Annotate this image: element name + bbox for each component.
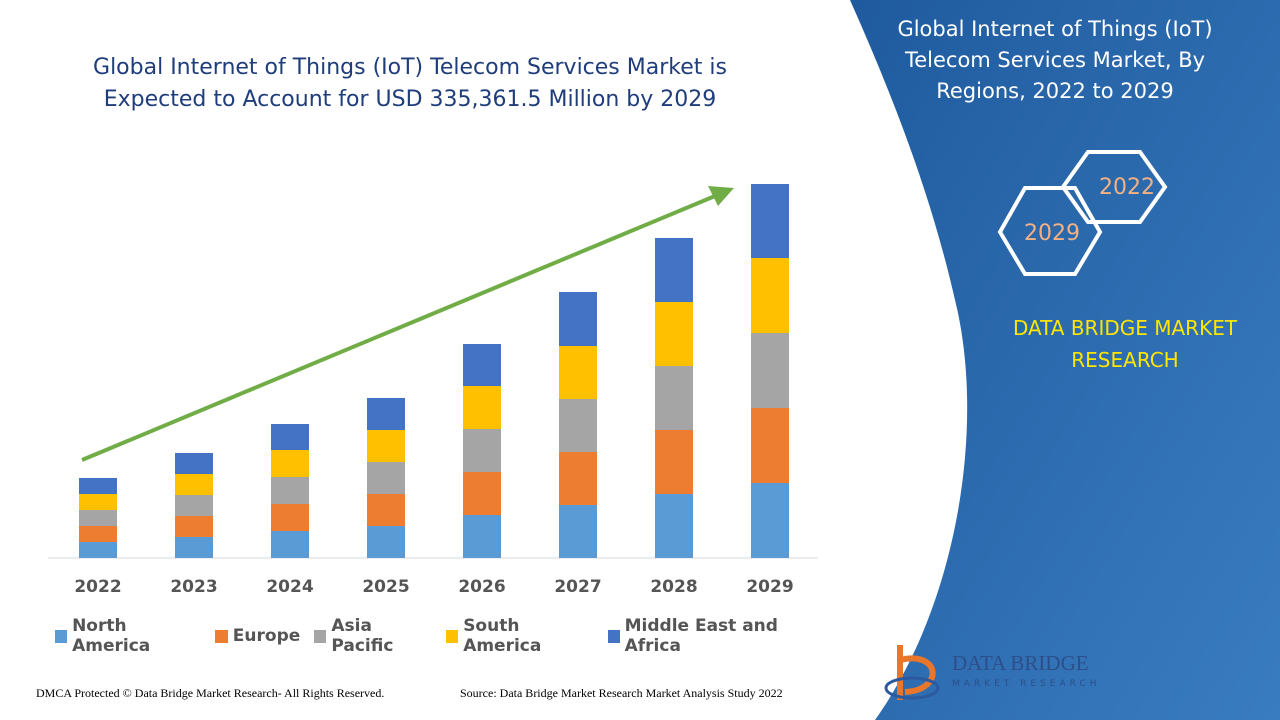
copyright: DMCA Protected © Data Bridge Market Rese… <box>36 686 385 700</box>
bar-segment <box>367 494 405 526</box>
panel-title: Global Internet of Things (IoT) Telecom … <box>897 17 1213 103</box>
bar-segment <box>463 472 501 515</box>
bar-segment <box>751 408 789 483</box>
x-tick-label: 2024 <box>266 577 313 597</box>
legend-swatch <box>607 629 620 643</box>
bar-segment <box>463 515 501 558</box>
bar-segment <box>655 302 693 366</box>
bar-segment <box>79 510 117 526</box>
logo-name: DATA BRIDGE <box>952 651 1089 675</box>
trend-arrowhead <box>708 186 734 206</box>
bar-segment <box>751 184 789 258</box>
bar-segment <box>751 258 789 333</box>
bar-segment <box>367 462 405 494</box>
bar-segment <box>367 430 405 462</box>
bar-segment <box>559 292 597 346</box>
bar-segment <box>751 333 789 408</box>
legend-label: South America <box>463 616 542 656</box>
bar-segment <box>559 346 597 399</box>
bar-segment <box>271 450 309 477</box>
logo-mark <box>884 676 940 700</box>
legend-swatch <box>314 629 327 643</box>
legend-swatch <box>214 629 228 643</box>
hex-label: 2029 <box>1024 221 1080 246</box>
bar-segment <box>751 483 789 558</box>
bar-segment <box>559 505 597 558</box>
legend: North America Europe Asia Pacific South Ame… <box>55 616 825 656</box>
x-tick-label: 2028 <box>650 577 697 597</box>
bar-segment <box>79 478 117 494</box>
x-tick-label: 2023 <box>170 577 217 597</box>
bar-segment <box>367 398 405 430</box>
bar-segment <box>367 526 405 558</box>
legend-item: Asia Pacific <box>314 616 432 656</box>
bar-segment <box>655 366 693 430</box>
chart-title: Global Internet of Things (IoT) Telecom … <box>93 55 727 112</box>
x-tick-label: 2022 <box>74 577 121 597</box>
bar-segment <box>79 542 117 558</box>
legend-swatch <box>446 629 459 643</box>
bar-segment <box>175 516 213 537</box>
hex-label: 2022 <box>1099 175 1155 200</box>
bar-segment <box>559 399 597 452</box>
bar-segment <box>271 504 309 531</box>
bar-segment <box>175 474 213 495</box>
legend-label: North America <box>72 616 151 656</box>
legend-swatch <box>55 629 68 643</box>
legend-item: Europe <box>214 616 301 656</box>
logo-mark <box>897 645 936 700</box>
bar-segment <box>79 526 117 542</box>
bar-segment <box>175 495 213 516</box>
legend-label: Europe <box>232 626 301 646</box>
bar-segment <box>655 430 693 494</box>
bar-segment <box>655 494 693 558</box>
bar-segment <box>175 537 213 558</box>
bar-segment <box>559 452 597 505</box>
bar-segment <box>271 531 309 558</box>
bar-segment <box>271 477 309 504</box>
source: Source: Data Bridge Market Research Mark… <box>460 686 783 700</box>
trend-arrow <box>81 194 716 462</box>
x-tick-label: 2029 <box>746 577 793 597</box>
legend-label: Middle East and Africa <box>624 616 778 656</box>
brand: DATA BRIDGE MARKET RESEARCH <box>1012 316 1238 372</box>
hexagon <box>997 186 1103 276</box>
x-tick-label: 2025 <box>362 577 409 597</box>
bar-segment <box>463 386 501 429</box>
legend-item: North America <box>55 616 201 656</box>
bar-segment <box>79 494 117 510</box>
bar-segment <box>175 453 213 474</box>
x-tick-label: 2026 <box>458 577 505 597</box>
bar-segment <box>463 344 501 386</box>
logo-sub: MARKET RESEARCH <box>952 679 1100 689</box>
bar-segment <box>655 238 693 302</box>
legend-label: Asia Pacific <box>331 616 394 656</box>
side-panel <box>850 0 1280 720</box>
legend-item: South America <box>446 616 593 656</box>
bar-segment <box>271 424 309 450</box>
x-tick-label: 2027 <box>554 577 601 597</box>
bar-segment <box>463 429 501 472</box>
legend-item: Middle East and Africa <box>607 616 825 656</box>
